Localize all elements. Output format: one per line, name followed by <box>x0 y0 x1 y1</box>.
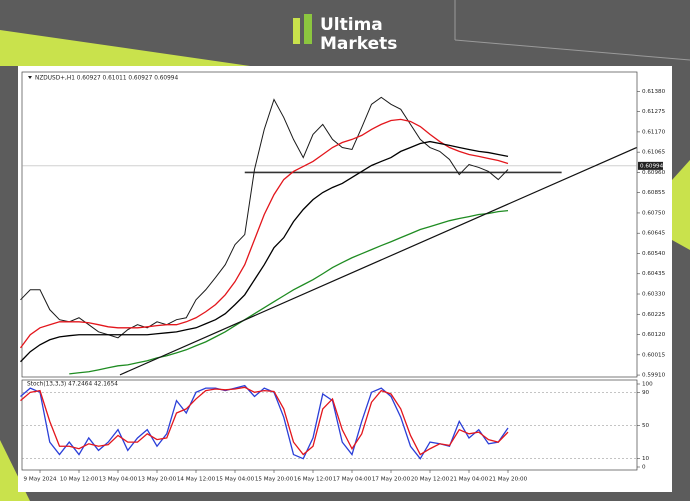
series-line <box>20 96 509 339</box>
x-tick-label: 10 May 12:00 <box>60 477 99 483</box>
y-tick-label: 0.59910 <box>642 373 666 379</box>
x-tick-label: 20 May 12:00 <box>411 477 450 483</box>
logo-text: Ultima <box>320 15 383 35</box>
current-price-box <box>638 161 663 170</box>
current-price-label: 0.60994 <box>640 163 664 169</box>
backdrop-band <box>0 30 250 66</box>
backdrop-band <box>672 160 690 250</box>
backdrop-line <box>454 39 690 61</box>
series-line <box>19 118 509 349</box>
y-tick-label: 0.60330 <box>642 292 666 298</box>
trend-line <box>119 146 637 376</box>
x-tick-label: 21 May 04:00 <box>450 477 489 483</box>
y-tick-label: 90 <box>642 390 650 396</box>
series-line <box>69 209 509 375</box>
y-tick-label: 0.60645 <box>642 231 666 237</box>
y-tick-label: 10 <box>642 456 650 462</box>
y-tick-label: 0.61170 <box>642 129 666 135</box>
chart-title: NZDUSD+,H1 0.60927 0.61011 0.60927 0.609… <box>35 76 178 82</box>
y-tick-label: 0.60960 <box>642 170 666 176</box>
logo-icon <box>293 18 300 44</box>
y-tick-label: 0.60435 <box>642 271 666 277</box>
y-tick-label: 0.60540 <box>642 251 666 257</box>
x-tick-label: 15 May 20:00 <box>255 477 294 483</box>
x-tick-label: 13 May 04:00 <box>99 477 138 483</box>
x-tick-label: 15 May 04:00 <box>216 477 255 483</box>
y-tick-label: 0.60120 <box>642 332 666 338</box>
y-tick-label: 0.60750 <box>642 210 666 216</box>
stoch-frame <box>21 379 638 471</box>
y-tick-label: 0.60015 <box>642 352 666 358</box>
y-tick-label: 0.60855 <box>642 190 666 196</box>
chart-panel <box>18 66 672 492</box>
y-tick-label: 0.61275 <box>642 109 666 115</box>
stoch-title: Stoch(13,3,3) 47.2464 42.1654 <box>27 382 118 388</box>
symbol-icon <box>28 76 32 79</box>
y-tick-label: 0.61065 <box>642 150 666 156</box>
logo-text: Markets <box>320 34 397 54</box>
y-tick-label: 0.61380 <box>642 89 666 95</box>
series-line <box>20 384 509 460</box>
x-tick-label: 13 May 20:00 <box>138 477 177 483</box>
series-line <box>20 386 509 456</box>
x-tick-label: 21 May 20:00 <box>489 477 528 483</box>
main-frame <box>21 71 638 378</box>
logo-icon <box>304 14 312 44</box>
y-tick-label: 50 <box>642 423 650 429</box>
x-tick-label: 9 May 2024 <box>24 477 57 483</box>
x-tick-label: 17 May 20:00 <box>372 477 411 483</box>
y-tick-label: 0 <box>642 465 646 471</box>
series-line <box>20 140 509 363</box>
x-tick-label: 17 May 04:00 <box>333 477 372 483</box>
x-tick-label: 16 May 12:00 <box>294 477 333 483</box>
y-tick-label: 0.60225 <box>642 312 666 318</box>
y-tick-label: 100 <box>642 382 653 388</box>
x-tick-label: 14 May 12:00 <box>177 477 216 483</box>
